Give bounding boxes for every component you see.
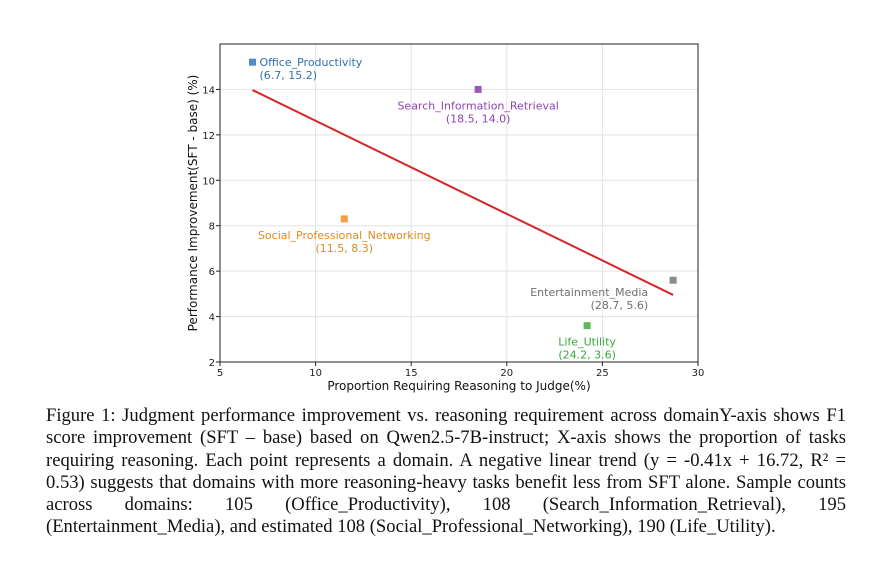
x-tick-label: 10 xyxy=(309,368,322,379)
y-axis-label: Performance Improvement(SFT - base) (%) xyxy=(186,75,200,332)
y-tick-label: 14 xyxy=(202,85,215,96)
data-point xyxy=(474,85,482,93)
trend-line xyxy=(252,89,674,296)
data-point xyxy=(669,276,677,284)
y-tick-label: 4 xyxy=(209,313,215,324)
y-tick-label: 8 xyxy=(209,222,215,233)
y-tick-label: 12 xyxy=(202,131,215,142)
x-axis-label: Proportion Requiring Reasoning to Judge(… xyxy=(327,379,590,393)
plot-frame xyxy=(219,43,699,363)
point-coord-label: (24.2, 3.6) xyxy=(558,349,616,362)
x-tick-label: 5 xyxy=(217,368,223,379)
point-name-label: Search_Information_Retrieval xyxy=(397,99,558,112)
x-tick-label: 15 xyxy=(405,368,418,379)
y-tick-label: 10 xyxy=(202,176,215,187)
trend-line-group xyxy=(252,89,674,296)
x-tick-label: 20 xyxy=(500,368,513,379)
point-coord-label: (28.7, 5.6) xyxy=(591,299,649,312)
data-point xyxy=(249,58,257,66)
point-labels: Office_Productivity(6.7, 15.2) Search_Inf… xyxy=(258,56,648,361)
scatter-chart: 5 10 15 20 25 30 2 4 6 8 10 12 14 Office_Productivit… xyxy=(186,43,704,393)
y-tick-label: 2 xyxy=(209,358,215,369)
y-tick-label: 6 xyxy=(209,267,215,278)
data-points xyxy=(249,58,677,330)
point-name-label: Office_Productivity xyxy=(260,56,363,69)
point-coord-label: (6.7, 15.2) xyxy=(260,69,318,82)
axis-ticks: 5 10 15 20 25 30 2 4 6 8 10 12 14 xyxy=(202,85,704,379)
data-point xyxy=(583,322,591,330)
point-coord-label: (11.5, 8.3) xyxy=(315,242,373,255)
data-point xyxy=(340,215,348,223)
grid xyxy=(219,44,699,363)
point-name-label: Entertainment_Media xyxy=(530,286,648,299)
figure-caption: Figure 1: Judgment performance improveme… xyxy=(46,405,846,538)
point-name-label: Life_Utility xyxy=(558,336,616,349)
x-tick-label: 30 xyxy=(692,368,705,379)
point-name-label: Social_Professional_Networking xyxy=(258,229,431,242)
point-coord-label: (18.5, 14.0) xyxy=(446,112,511,125)
x-tick-label: 25 xyxy=(596,368,609,379)
